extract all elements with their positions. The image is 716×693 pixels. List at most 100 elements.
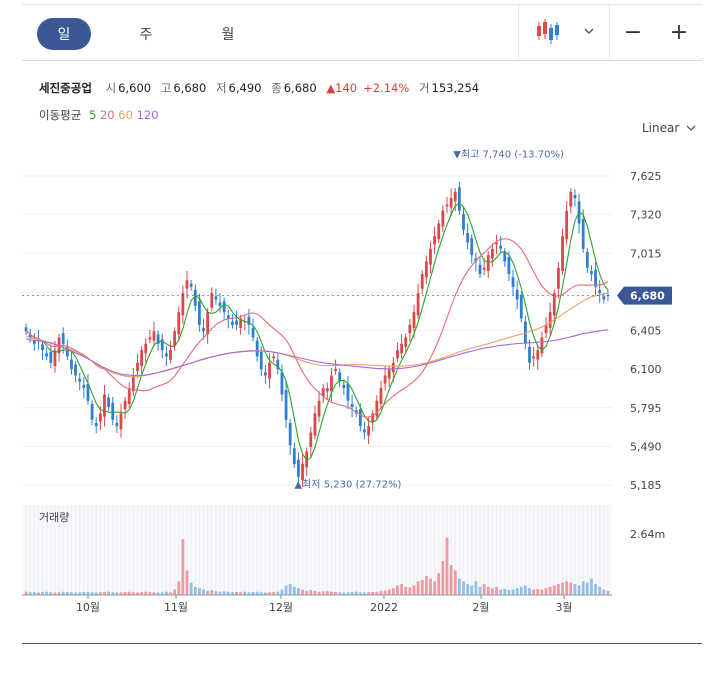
candle-body (416, 293, 420, 316)
volume-bar (358, 592, 362, 595)
volume-bar (321, 591, 325, 595)
candle-body (28, 334, 32, 338)
scale-selector[interactable]: Linear (642, 121, 696, 135)
volume-bar (387, 589, 391, 595)
volume-bar (371, 592, 375, 595)
tab-weekly[interactable]: 주 (139, 27, 153, 43)
candle-body (177, 312, 181, 335)
volume-bar (354, 591, 358, 595)
volume-bar (41, 592, 44, 595)
candle-body (507, 257, 511, 275)
price-tick-label: 5,795 (630, 402, 662, 415)
volume-bar (536, 589, 540, 595)
candle-body (565, 210, 569, 240)
candle-body (152, 331, 156, 341)
ma20-label[interactable]: 20 (99, 108, 115, 122)
volume-bar (297, 588, 300, 595)
x-tick-label: 2022 (370, 601, 398, 614)
ma60-label[interactable]: 60 (118, 108, 133, 122)
volume-bar (590, 578, 593, 595)
candle-body (383, 375, 387, 384)
candle-body (144, 343, 148, 354)
candle-body (519, 295, 523, 319)
tab-daily[interactable]: 일 (37, 18, 91, 50)
candle-body (119, 413, 123, 430)
zoom-in-button[interactable]: + (656, 4, 702, 60)
volume-bar (404, 586, 408, 595)
candle-body (284, 390, 288, 420)
ma120-label[interactable]: 120 (136, 108, 159, 122)
volume-bar (65, 592, 69, 595)
volume-bar (280, 589, 284, 595)
volume-bar (515, 588, 519, 595)
candle-body (272, 356, 276, 359)
volume-bar (602, 589, 606, 595)
volume-bar (272, 592, 276, 595)
volume-bar (78, 592, 82, 595)
candle-body (325, 388, 329, 392)
volume-bar (61, 591, 65, 595)
volume-bar (490, 588, 494, 595)
close-value: 6,680 (283, 81, 317, 95)
x-tick-label: 2월 (472, 601, 489, 614)
volume-bar (313, 590, 317, 595)
volume-bar (330, 591, 333, 595)
ma5-line (25, 202, 609, 462)
candle-body (82, 384, 86, 389)
ma5-label[interactable]: 5 (88, 108, 97, 122)
stock-name: 세진중공업 (39, 81, 92, 95)
volume-bar (408, 587, 412, 595)
candle-body (387, 369, 391, 379)
volume-bar (103, 592, 106, 595)
volume-bar (90, 592, 94, 595)
candle-body (602, 296, 606, 300)
volume-bar (131, 592, 135, 595)
candle-body (222, 301, 226, 313)
open-label: 시 (105, 81, 117, 95)
candle-body (342, 384, 346, 389)
volume-bar (284, 585, 288, 595)
candle-body (457, 187, 461, 211)
volume-bar (606, 590, 610, 595)
candle-body (259, 352, 263, 370)
candle-body (173, 331, 177, 346)
volume-bar (57, 592, 61, 595)
volume-bar (598, 586, 602, 595)
volume-bar (107, 591, 110, 595)
candle-body (90, 403, 94, 420)
tab-monthly[interactable]: 월 (221, 27, 235, 43)
chart-type-button[interactable] (518, 4, 610, 60)
candle-body (441, 210, 445, 227)
volume-bar (45, 591, 49, 595)
low-label: 저 (215, 81, 227, 95)
volume-bar (383, 590, 387, 595)
volume-bar (189, 582, 193, 595)
candle-body (185, 280, 189, 289)
volume-bar (288, 584, 292, 595)
volume-bar (305, 590, 309, 595)
zoom-out-button[interactable]: − (610, 4, 656, 60)
volume-bar (577, 585, 581, 595)
candle-body (169, 350, 172, 360)
candle-body (214, 296, 218, 300)
top-border (22, 4, 702, 5)
candle-body (404, 337, 408, 347)
candle-body (202, 327, 205, 332)
candle-body (462, 213, 465, 230)
volume-bar (342, 592, 346, 595)
volume-bar (495, 586, 498, 595)
candle-body (189, 283, 193, 287)
volume-bar (115, 592, 119, 595)
candle-body (466, 232, 470, 243)
volume-bar (470, 585, 474, 595)
volume-tick-label: 2.64m (630, 528, 665, 541)
volume-bar (350, 592, 354, 595)
candle-body (536, 350, 540, 360)
candle-body (391, 362, 395, 373)
volume-bar (301, 589, 304, 595)
candle-body (478, 264, 482, 275)
price-tick-label: 5,490 (630, 440, 662, 453)
candle-body (148, 337, 152, 340)
candle-body (420, 274, 424, 289)
volume-bar (144, 591, 148, 595)
